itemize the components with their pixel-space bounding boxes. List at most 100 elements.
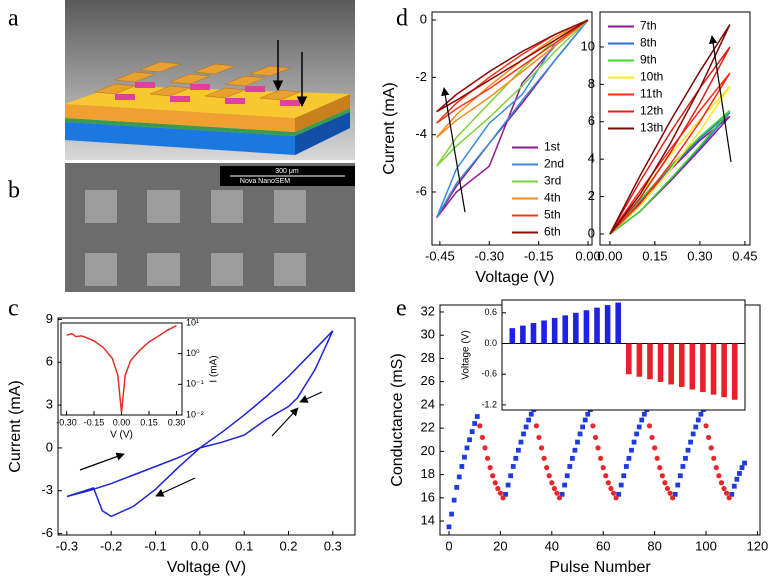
data-point (608, 485, 614, 492)
panel-letter: c (8, 296, 19, 322)
y-tick-label: 8 (588, 76, 595, 91)
data-point (446, 524, 452, 530)
data-line (436, 19, 589, 139)
data-point (726, 495, 732, 501)
data-line (609, 24, 731, 235)
x-tick-label: -0.30 (56, 417, 77, 427)
data-point (590, 423, 596, 429)
data-point (708, 445, 714, 451)
data-point (577, 431, 583, 437)
x-axis-label: Voltage (V) (475, 269, 554, 286)
data-point (556, 495, 563, 501)
data-point (603, 473, 609, 479)
data-point (449, 511, 454, 517)
data-point (495, 485, 501, 492)
data-point (683, 455, 688, 461)
data-point (469, 429, 475, 435)
y-tick-label: -6 (41, 525, 53, 540)
data-point (739, 465, 745, 471)
x-tick-label: 0.45 (732, 248, 757, 263)
legend-label: 10th (640, 70, 663, 84)
data-point (459, 464, 465, 469)
y-tick-label: 10⁰ (186, 348, 200, 358)
data-point (716, 473, 722, 479)
y-tick-label: 6 (588, 113, 595, 128)
x-tick-label: 0.3 (324, 538, 342, 553)
data-point (564, 473, 570, 479)
data-point (703, 423, 709, 429)
data-point (629, 447, 634, 453)
data-point (685, 447, 691, 453)
data-point (641, 411, 647, 417)
data-point (492, 480, 498, 486)
x-tick-label: 0.00 (575, 248, 600, 263)
y-tick-label: 4 (588, 151, 595, 166)
data-point (456, 474, 462, 480)
data-point (487, 465, 493, 471)
bar (551, 317, 558, 344)
data-point (518, 439, 524, 445)
y-axis-label: I (mA) (209, 355, 220, 382)
inset-background (502, 300, 745, 410)
data-point (472, 421, 478, 426)
data-line (436, 19, 589, 113)
legend-label: 13th (640, 121, 663, 135)
x-tick-label: -0.3 (56, 538, 78, 553)
data-line (609, 46, 731, 235)
y-tick-label: 18 (421, 466, 435, 481)
data-point (505, 482, 511, 488)
data-line (66, 324, 177, 413)
y-tick-label: 16 (421, 489, 435, 504)
data-point (652, 445, 658, 451)
plot-frame (60, 322, 183, 416)
bar (689, 343, 696, 390)
data-point (595, 445, 601, 451)
data-point (592, 434, 599, 441)
data-point (662, 480, 668, 486)
data-point (484, 455, 491, 461)
data-point (623, 464, 629, 469)
data-point (523, 424, 529, 430)
y-axis-label: Conductance (mS) (389, 353, 406, 486)
y-tick-label: 10¹ (186, 317, 199, 327)
data-point (513, 455, 519, 461)
data-point (454, 484, 460, 490)
y-tick-label: 0 (588, 225, 595, 240)
x-tick-label: 0.30 (168, 417, 186, 427)
legend-label: 2nd (544, 157, 564, 171)
data-point (549, 480, 555, 486)
data-point (631, 439, 637, 445)
bar (636, 343, 643, 377)
device-schematic (65, 0, 355, 160)
bar (509, 328, 516, 344)
sem-image: 300 μm Nova NanoSEM (65, 163, 355, 292)
bar (700, 343, 706, 393)
sem-scale-bar: 300 μm (275, 168, 299, 175)
x-tick-label: -0.30 (474, 248, 504, 263)
data-point (621, 473, 627, 479)
data-point (572, 447, 578, 453)
y-tick-label: 0 (46, 439, 53, 454)
data-point (657, 465, 663, 471)
annotation-arrows (79, 35, 732, 497)
y-tick-label: -4 (415, 126, 427, 141)
data-point (515, 447, 521, 453)
charts: -6 -3 0 3 6 9 -0.3 -0.2 -0.1 0.0 0.1 0.2 0.3 Voltage … (7, 11, 768, 576)
bar (604, 305, 611, 344)
y-tick-label: -1.2 (481, 399, 497, 409)
data-point (718, 480, 725, 486)
bar (583, 310, 590, 344)
data-line (609, 85, 731, 235)
data-point (536, 434, 542, 441)
data-point (546, 473, 552, 479)
data-point (567, 464, 573, 469)
legend-label: 5th (544, 208, 561, 222)
data-point (713, 465, 719, 471)
data-point (467, 437, 472, 443)
data-point (605, 480, 611, 486)
data-point (742, 460, 747, 466)
data-point (616, 491, 622, 497)
data-point (729, 491, 735, 497)
data-point (613, 495, 619, 501)
